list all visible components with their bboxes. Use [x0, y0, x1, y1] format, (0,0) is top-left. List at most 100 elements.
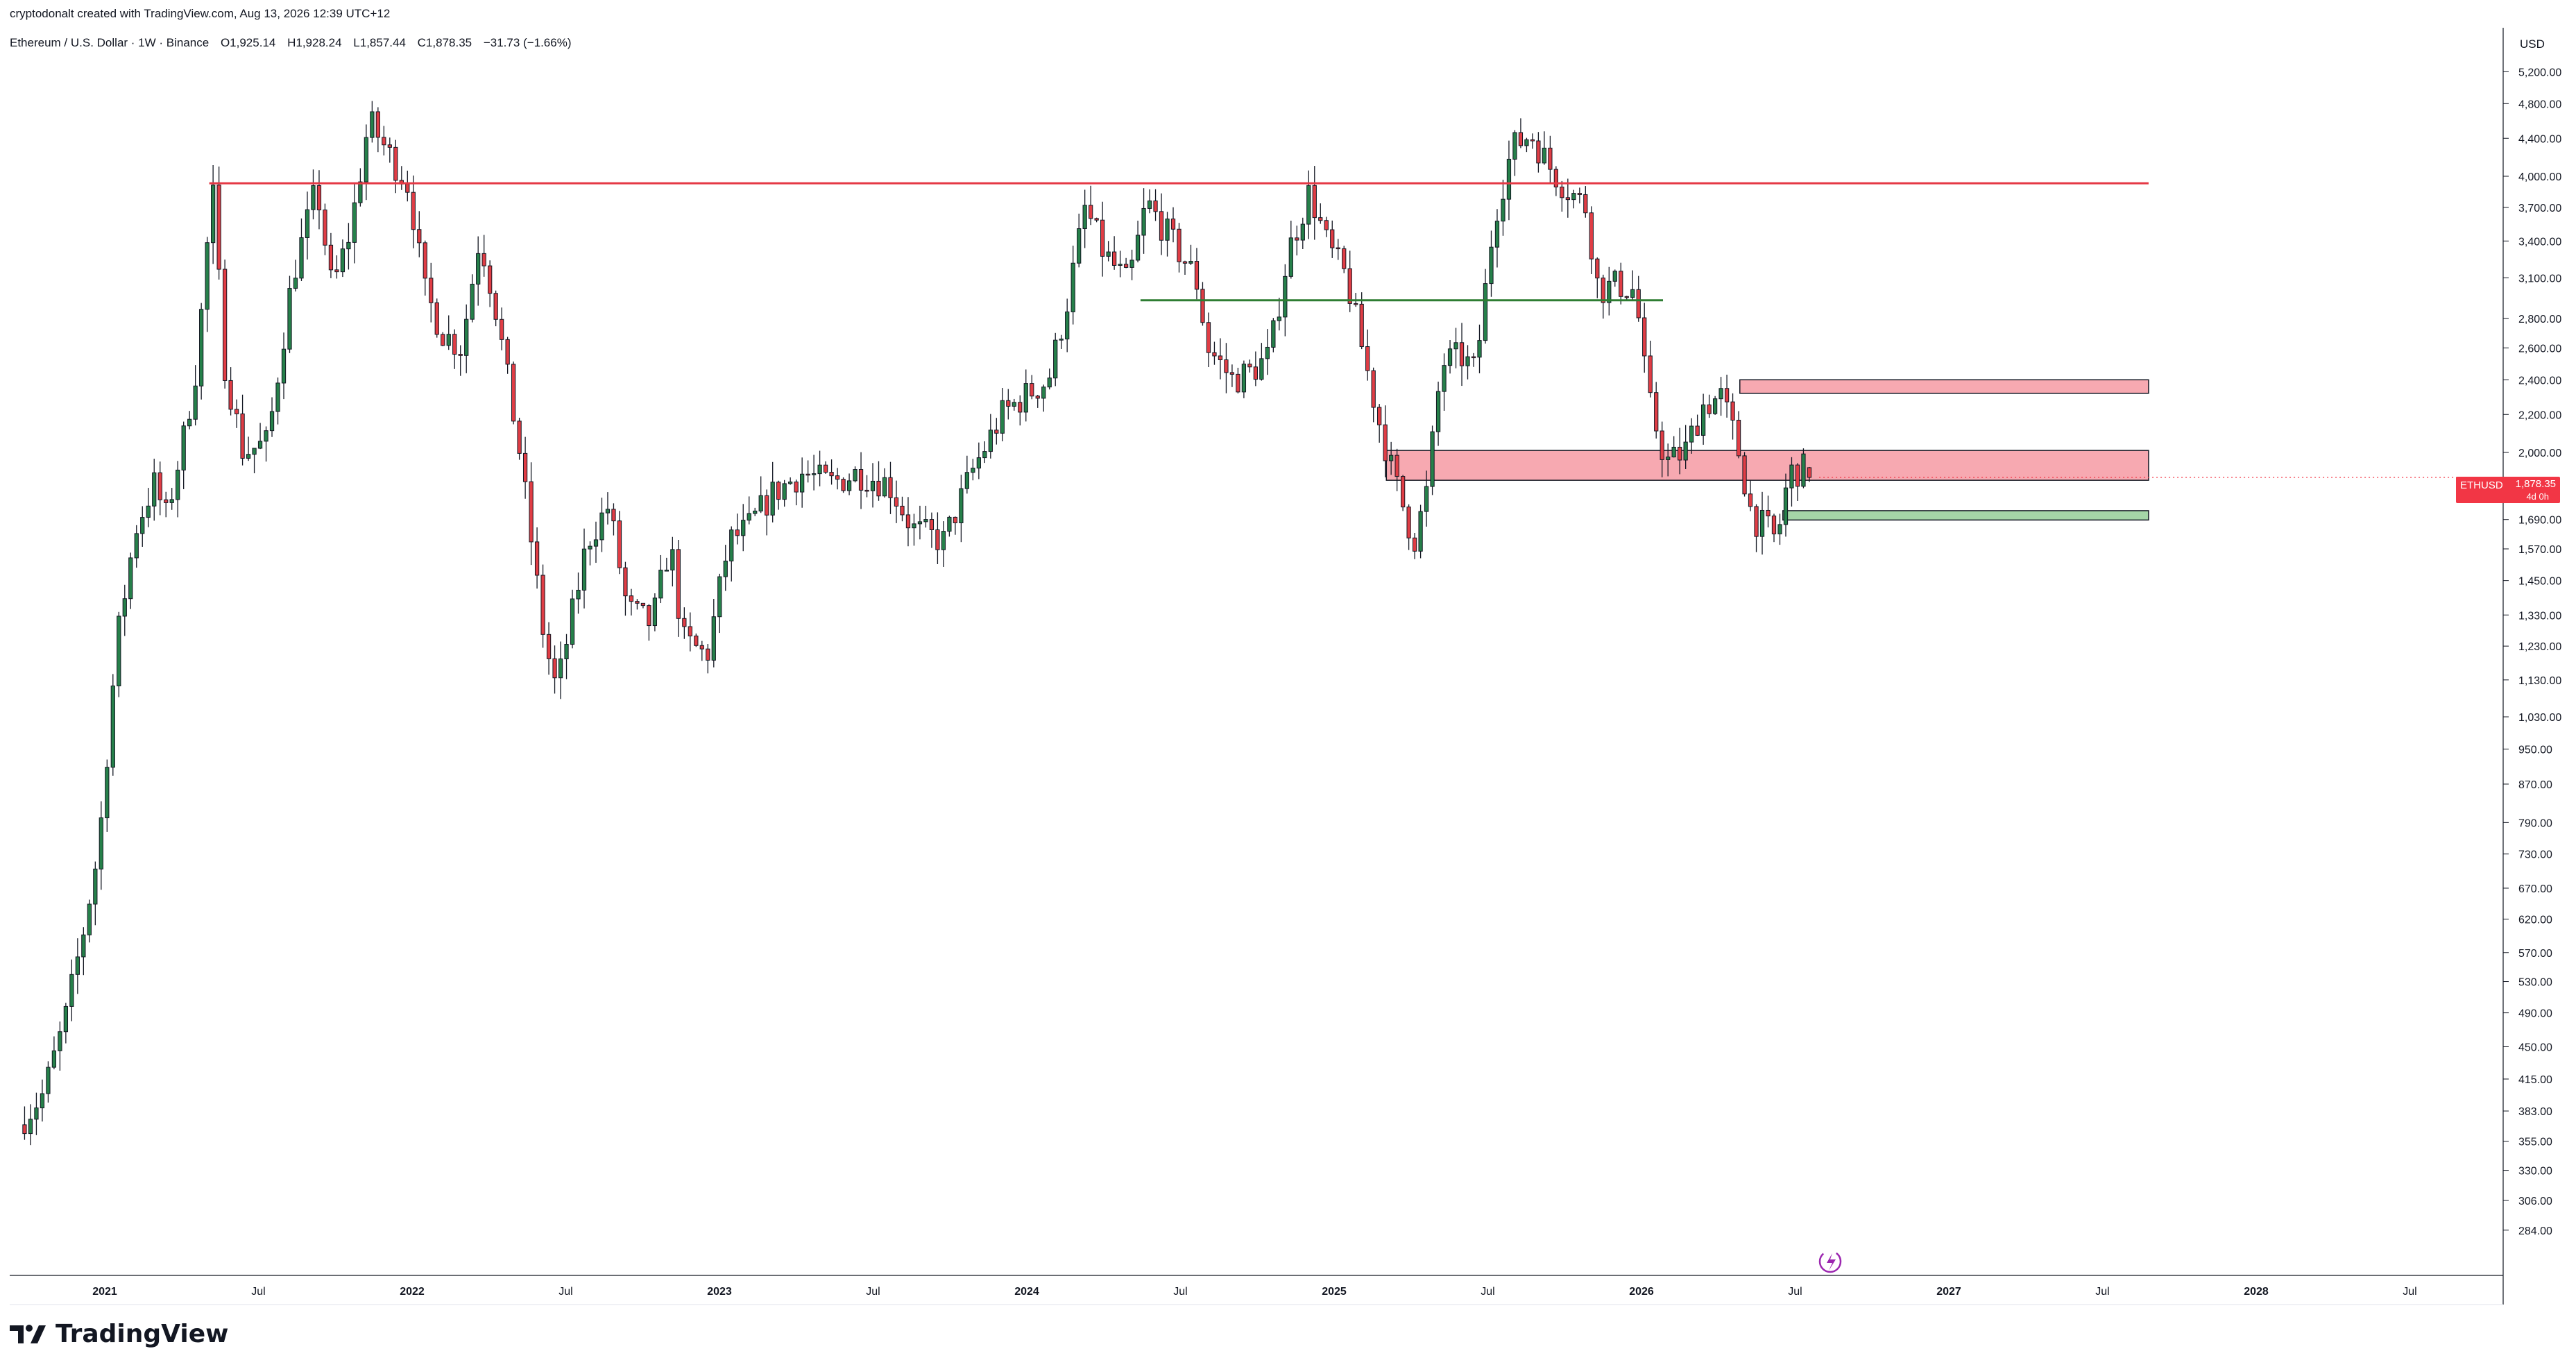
candle-273 [1630, 270, 1635, 301]
candle-209 [1253, 351, 1259, 387]
candle-138 [835, 468, 840, 490]
candle-26 [176, 461, 180, 518]
candle-227 [1359, 292, 1364, 350]
candle-21 [146, 488, 151, 527]
symbol-legend[interactable]: Ethereum / U.S. Dollar · 1W · Binance O1… [10, 36, 580, 50]
candle-121 [735, 513, 740, 545]
candle-189 [1135, 221, 1141, 263]
candle-206 [1236, 367, 1240, 393]
candle-162 [976, 442, 981, 479]
price-tick-label: 1,570.00 [2518, 544, 2561, 556]
candle-257 [1536, 132, 1541, 173]
candle-127 [770, 461, 775, 523]
candle-52 [328, 232, 334, 278]
candle-58 [364, 124, 369, 201]
price-tick-label: 2,400.00 [2518, 375, 2561, 387]
lower-green-zone[interactable] [1782, 510, 2149, 521]
candle-275 [1642, 303, 1647, 373]
candle-210 [1259, 343, 1264, 381]
ohlc-open: O1,925.14 [220, 36, 276, 49]
candle-4 [46, 1061, 51, 1103]
candle-172 [1035, 395, 1040, 408]
candle-155 [935, 512, 940, 564]
candle-50 [316, 170, 322, 230]
middle-red-zone[interactable] [1385, 450, 2149, 481]
candle-82 [505, 337, 510, 374]
candle-140 [846, 473, 852, 495]
time-tick-label: 2024 [1014, 1286, 1039, 1298]
candle-229 [1371, 367, 1376, 423]
candle-125 [758, 476, 763, 513]
candle-51 [323, 203, 327, 255]
candle-118 [717, 573, 722, 634]
candle-137 [829, 459, 834, 485]
candle-163 [982, 441, 987, 464]
candle-233 [1394, 448, 1399, 491]
price-tick-label: 284.00 [2518, 1225, 2552, 1237]
candle-23 [157, 461, 162, 516]
candle-27 [181, 421, 186, 489]
candle-30 [199, 303, 204, 400]
candle-134 [811, 455, 817, 491]
upper-red-zone[interactable] [1739, 379, 2149, 394]
candle-11 [87, 899, 92, 943]
candle-111 [676, 539, 681, 637]
candle-115 [699, 640, 704, 661]
candle-79 [488, 260, 493, 307]
candle-204 [1224, 343, 1229, 393]
candle-279 [1666, 443, 1671, 477]
candle-54 [340, 239, 346, 278]
candle-108 [658, 554, 663, 604]
candle-70 [434, 298, 439, 338]
candle-105 [640, 602, 646, 609]
candle-103 [629, 588, 634, 616]
candle-180 [1082, 189, 1087, 248]
candle-124 [753, 507, 758, 516]
candle-175 [1053, 332, 1058, 387]
candle-302 [1801, 448, 1806, 489]
currency-label[interactable]: USD [2520, 37, 2545, 51]
candle-205 [1229, 364, 1235, 387]
candle-207 [1241, 360, 1247, 398]
candle-31 [205, 237, 210, 332]
candle-222 [1330, 220, 1335, 258]
candle-113 [688, 612, 692, 652]
candle-283 [1689, 418, 1694, 454]
candle-168 [1012, 398, 1016, 411]
price-tick-label: 790.00 [2518, 817, 2552, 829]
price-tick-label: 670.00 [2518, 883, 2552, 895]
event-icon[interactable] [1818, 1250, 1842, 1273]
candle-253 [1512, 130, 1517, 176]
candle-212 [1271, 318, 1276, 353]
candle-35 [228, 367, 233, 416]
candle-6 [58, 1021, 62, 1071]
symbol-title[interactable]: Ethereum / U.S. Dollar · 1W · Binance [10, 36, 210, 49]
candle-239 [1430, 425, 1435, 495]
tradingview-logo[interactable]: TradingView [10, 1320, 228, 1348]
candle-177 [1065, 298, 1070, 353]
candle-252 [1506, 140, 1512, 221]
candle-299 [1783, 473, 1789, 537]
candle-265 [1583, 186, 1588, 218]
candle-49 [311, 169, 316, 220]
candle-17 [122, 584, 127, 636]
candle-296 [1766, 495, 1771, 528]
price-tick-label: 415.00 [2518, 1074, 2552, 1086]
candle-164 [988, 414, 993, 459]
price-tick-label: 490.00 [2518, 1008, 2552, 1020]
price-tick-label: 3,100.00 [2518, 273, 2561, 285]
candle-156 [941, 521, 946, 567]
price-tick-label: 3,400.00 [2518, 236, 2561, 248]
time-tick-label: 2022 [400, 1286, 425, 1298]
candle-136 [823, 461, 828, 474]
candle-139 [841, 477, 846, 493]
tradingview-wordmark: TradingView [56, 1320, 229, 1348]
candle-301 [1795, 463, 1800, 502]
price-tick-label: 2,200.00 [2518, 409, 2561, 421]
candle-32 [211, 165, 216, 264]
candle-159 [959, 475, 964, 543]
ohlc-high: H1,928.24 [287, 36, 342, 49]
candle-234 [1400, 475, 1406, 511]
candle-56 [352, 184, 357, 264]
